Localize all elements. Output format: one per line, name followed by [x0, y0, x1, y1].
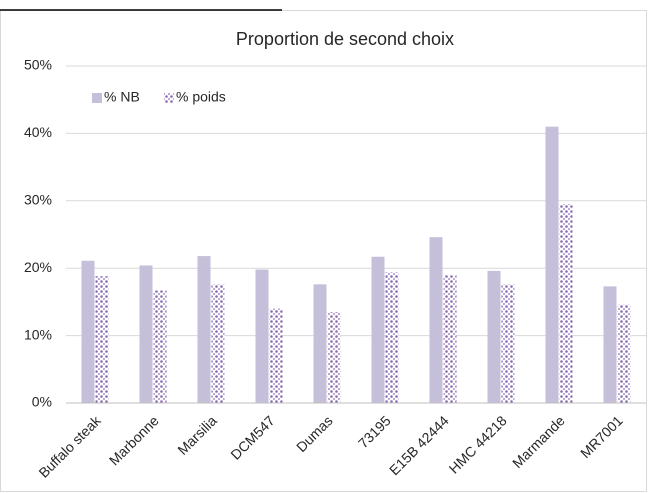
legend-label: % NB — [104, 89, 140, 105]
bar — [429, 237, 443, 403]
y-tick-label: 0% — [32, 394, 52, 410]
bar — [443, 274, 457, 403]
y-tick-label: 10% — [24, 326, 52, 342]
legend-swatch — [92, 93, 102, 103]
bar — [371, 256, 385, 403]
bar — [81, 260, 95, 403]
y-tick-label: 40% — [24, 124, 52, 140]
bar — [211, 284, 225, 403]
bar — [327, 312, 341, 403]
legend-swatch — [164, 93, 174, 103]
chart-title: Proportion de second choix — [236, 29, 454, 49]
bar — [603, 286, 617, 403]
bar — [313, 284, 327, 403]
y-tick-label: 30% — [24, 192, 52, 208]
bar — [255, 269, 269, 403]
bar — [617, 304, 631, 403]
bar — [95, 276, 109, 403]
legend-label: % poids — [176, 89, 226, 105]
bar — [559, 204, 573, 403]
bar — [545, 126, 559, 403]
bar — [197, 256, 211, 403]
bar — [139, 265, 153, 403]
bar — [487, 270, 501, 403]
chart-border — [0, 10, 647, 492]
bar — [385, 272, 399, 403]
bar — [501, 284, 515, 403]
bar — [153, 290, 167, 403]
y-tick-label: 50% — [24, 57, 52, 73]
y-tick-label: 20% — [24, 259, 52, 275]
bar — [269, 308, 283, 403]
